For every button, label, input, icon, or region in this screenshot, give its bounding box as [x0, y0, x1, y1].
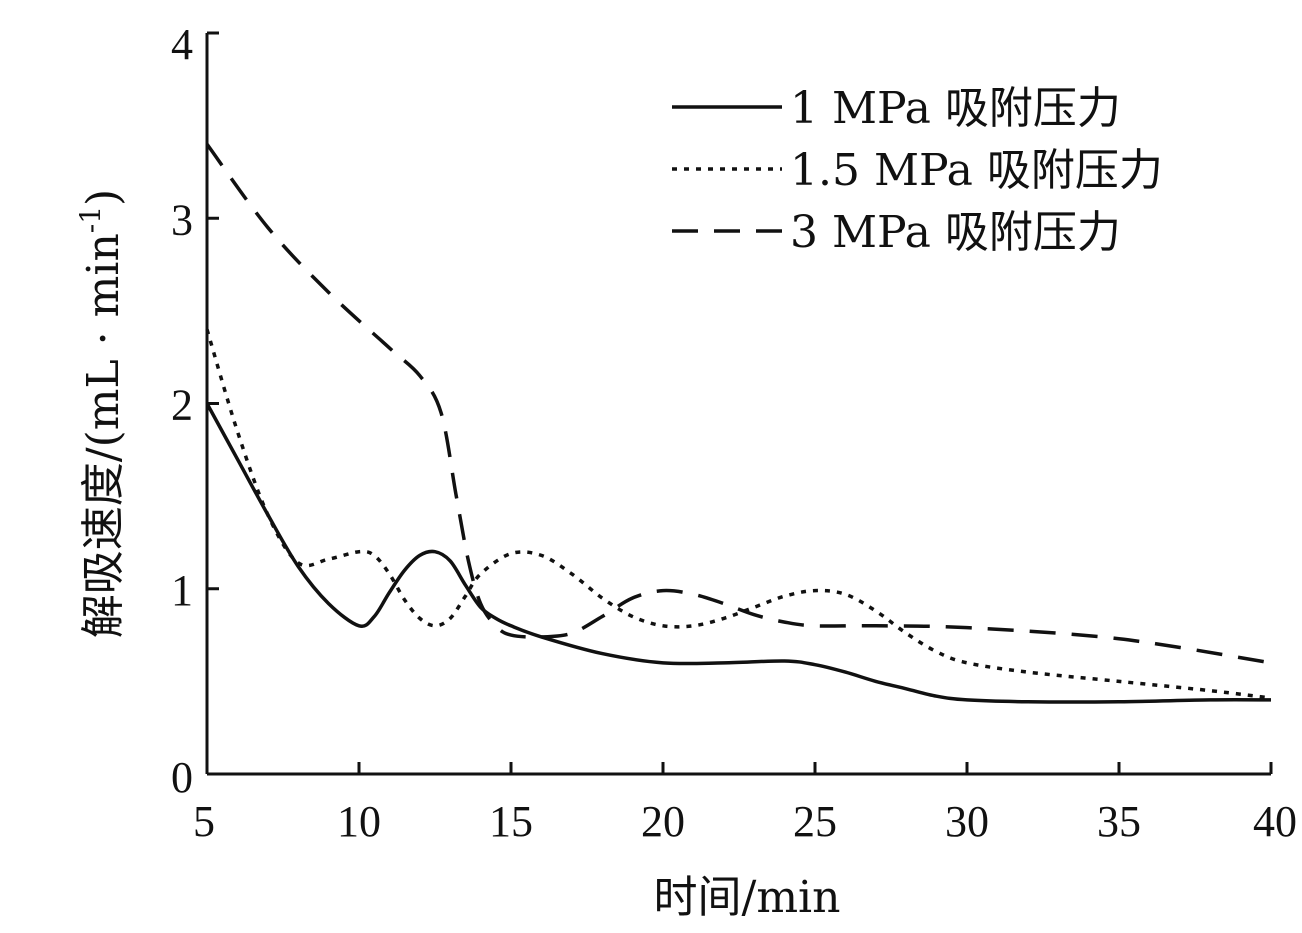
- y-tick-label: 1: [171, 566, 193, 615]
- y-axis-title-superscript: -1: [74, 206, 107, 233]
- series-line-1: [205, 402, 1272, 704]
- series-lines: [205, 143, 1272, 704]
- y-axis-title-main: 解吸速度/(mL · min: [78, 233, 129, 638]
- x-tick-label: 25: [793, 797, 837, 846]
- y-tick-label: 3: [171, 195, 193, 244]
- x-tick-label: 5: [193, 797, 215, 846]
- series-line-2: [205, 328, 1272, 700]
- x-axis-title: 时间/min: [654, 872, 841, 923]
- legend: 1 MPa 吸附压力 1.5 MPa 吸附压力 3 MPa 吸附压力: [672, 83, 1163, 258]
- y-axis-title: 解吸速度/(mL · min-1): [74, 189, 129, 638]
- y-tick-label: 0: [171, 753, 193, 802]
- y-tick-label: 4: [171, 20, 193, 69]
- ticks: 5 10 15 20 25 30 35 40 0 1 2 3 4: [171, 20, 1297, 846]
- y-tick-label: 2: [171, 381, 193, 430]
- legend-label-2: 1.5 MPa 吸附压力: [790, 145, 1163, 196]
- series-line-3: [205, 143, 1272, 665]
- x-tick-label: 30: [945, 797, 989, 846]
- x-tick-label: 40: [1253, 797, 1297, 846]
- legend-label-1: 1 MPa 吸附压力: [790, 83, 1121, 134]
- y-axis-title-close: ): [78, 189, 129, 206]
- x-tick-label: 20: [641, 797, 685, 846]
- x-tick-label: 10: [337, 797, 381, 846]
- x-tick-label: 15: [489, 797, 533, 846]
- x-tick-label: 35: [1097, 797, 1141, 846]
- legend-label-3: 3 MPa 吸附压力: [790, 207, 1121, 258]
